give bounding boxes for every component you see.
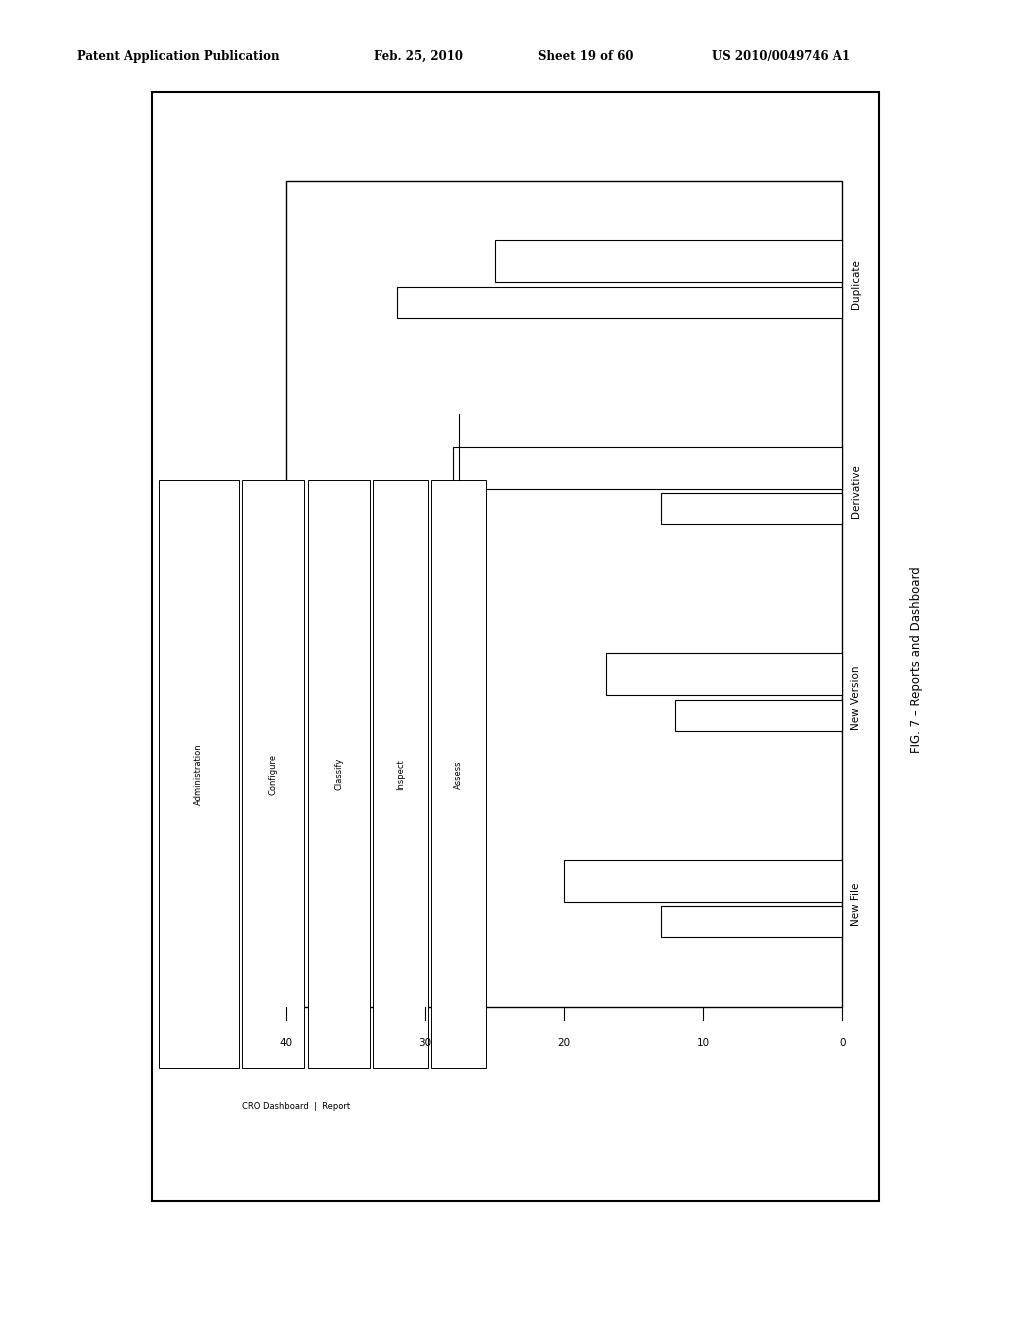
Text: Duplicate: Duplicate [851, 260, 861, 309]
Bar [374, 480, 428, 1068]
Bar [453, 446, 842, 488]
Text: Derivative: Derivative [851, 463, 861, 517]
Text: New File: New File [851, 882, 861, 925]
Bar [662, 494, 842, 524]
Bar [308, 480, 370, 1068]
Text: 10: 10 [696, 1039, 710, 1048]
Text: 40: 40 [280, 1039, 293, 1048]
Text: 0: 0 [839, 1039, 846, 1048]
Bar [676, 700, 842, 731]
Text: US 2010/0049746 A1: US 2010/0049746 A1 [712, 50, 850, 63]
Bar [286, 181, 842, 1007]
Text: FIG. 7 – Reports and Dashboard: FIG. 7 – Reports and Dashboard [910, 566, 923, 754]
Bar [662, 906, 842, 937]
Text: New Version: New Version [851, 665, 861, 730]
Text: Classify: Classify [334, 758, 343, 791]
Text: Patent Application Publication: Patent Application Publication [77, 50, 280, 63]
Text: Assess: Assess [455, 760, 463, 788]
Bar [159, 480, 239, 1068]
Text: 20: 20 [558, 1039, 570, 1048]
Text: CRO Dashboard  |  Report: CRO Dashboard | Report [243, 1102, 350, 1111]
Bar [243, 480, 304, 1068]
Text: Inspect: Inspect [396, 759, 406, 789]
Bar [495, 240, 842, 282]
Text: Feb. 25, 2010: Feb. 25, 2010 [374, 50, 463, 63]
Text: Administration: Administration [195, 743, 204, 805]
Text: 30: 30 [419, 1039, 432, 1048]
Bar [564, 859, 842, 902]
Bar [606, 653, 842, 696]
Bar [431, 480, 486, 1068]
Bar [397, 286, 842, 318]
Text: Sheet 19 of 60: Sheet 19 of 60 [538, 50, 633, 63]
Text: Configure: Configure [269, 754, 278, 795]
